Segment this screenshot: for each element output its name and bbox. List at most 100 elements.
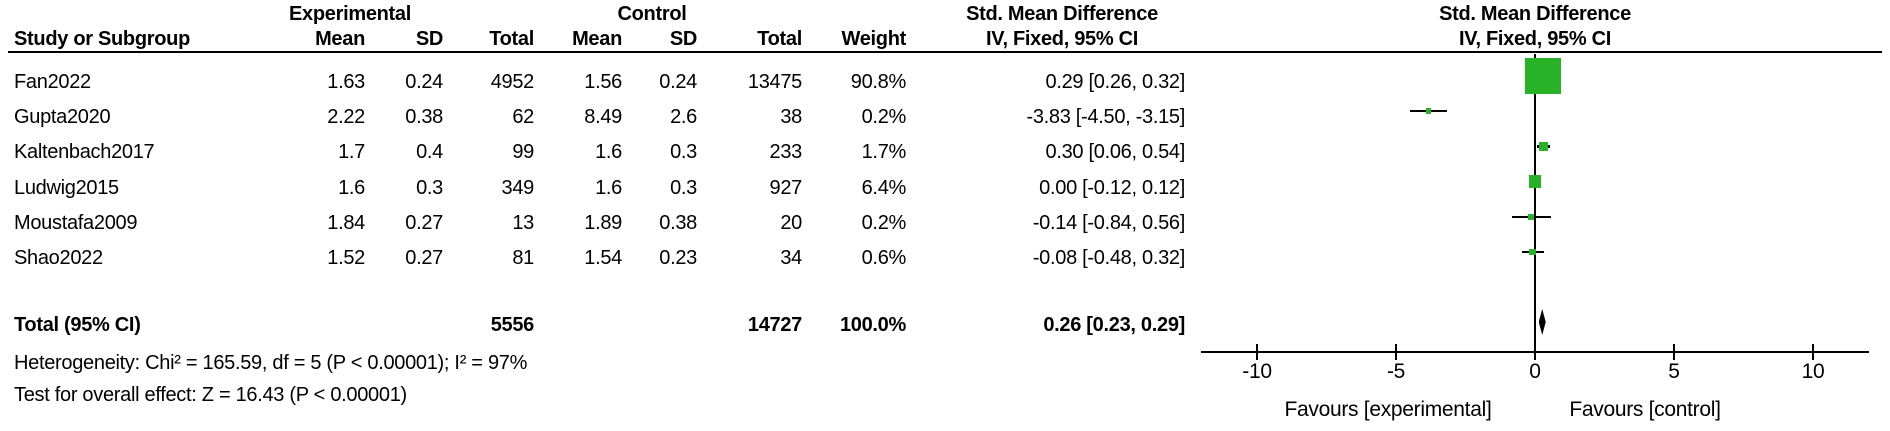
table-row-ludwig2015: Ludwig2015 1.6 0.3 349 1.6 0.3 927 6.4% … — [0, 175, 1890, 201]
col-header-total-exp: Total — [489, 28, 534, 50]
total-label: Total (95% CI) — [14, 314, 141, 336]
smd-marker-fan2022 — [1524, 57, 1562, 95]
study-label: Ludwig2015 — [14, 177, 119, 199]
mean-ctrl-value: 1.56 — [584, 71, 622, 93]
ci-text: 0.29 [0.26, 0.32] — [1045, 71, 1186, 93]
mean-ctrl-value: 8.49 — [584, 106, 622, 128]
total-ctrl-value: 20 — [780, 212, 802, 234]
ci-text: -3.83 [-4.50, -3.15] — [1026, 106, 1185, 128]
x-tick-label--10: -10 — [1242, 360, 1272, 383]
group-header-control: Control — [617, 3, 687, 25]
table-row-fan2022: Fan2022 1.63 0.24 4952 1.56 0.24 13475 9… — [0, 69, 1890, 95]
ci-text: 0.30 [0.06, 0.54] — [1045, 141, 1186, 163]
sd-exp-value: 0.3 — [416, 177, 443, 199]
x-tick-5 — [1673, 344, 1675, 360]
total-weight: 100.0% — [839, 314, 906, 336]
sd-ctrl-value: 0.24 — [659, 71, 697, 93]
study-label: Gupta2020 — [14, 106, 111, 128]
study-label: Moustafa2009 — [14, 212, 138, 234]
col-header-mean-ctrl: Mean — [572, 28, 622, 50]
smd-marker-moustafa2009 — [1528, 214, 1534, 220]
sd-exp-value: 0.38 — [405, 106, 443, 128]
x-tick-label-5: 5 — [1668, 360, 1680, 383]
ci-text: -0.14 [-0.84, 0.56] — [1032, 212, 1185, 234]
total-ci-text: 0.26 [0.23, 0.29] — [1043, 314, 1185, 336]
total-ctrl-value: 233 — [769, 141, 803, 163]
total-diamond — [1538, 309, 1546, 335]
x-tick-label--5: -5 — [1386, 360, 1406, 383]
col-header-sd-ctrl: SD — [669, 28, 697, 50]
ci-text: -0.08 [-0.48, 0.32] — [1032, 247, 1185, 269]
x-tick--10 — [1256, 344, 1258, 360]
mean-exp-value: 1.84 — [327, 212, 365, 234]
group-header-experimental: Experimental — [288, 3, 412, 25]
favours-experimental-label: Favours [experimental] — [1284, 398, 1492, 421]
col-header-study: Study or Subgroup — [14, 28, 190, 50]
x-tick--5 — [1395, 344, 1397, 360]
total-ctrl-value: 34 — [780, 247, 802, 269]
header-underline — [8, 51, 1882, 53]
table-row-gupta2020: Gupta2020 2.22 0.38 62 8.49 2.6 38 0.2% … — [0, 104, 1890, 130]
x-tick-label-10: 10 — [1801, 360, 1825, 383]
total-exp-value: 349 — [501, 177, 535, 199]
table-row-moustafa2009: Moustafa2009 1.84 0.27 13 1.89 0.38 20 0… — [0, 210, 1890, 236]
study-label: Fan2022 — [14, 71, 91, 93]
weight-value: 6.4% — [861, 177, 907, 199]
x-tick-0 — [1534, 344, 1536, 360]
mean-exp-value: 1.6 — [338, 177, 365, 199]
col-header-total-ctrl: Total — [757, 28, 802, 50]
total-exp-value: 62 — [512, 106, 534, 128]
group-header-smd-plot: Std. Mean Difference — [1439, 3, 1631, 25]
study-label: Shao2022 — [14, 247, 103, 269]
weight-value: 90.8% — [850, 71, 907, 93]
sd-ctrl-value: 0.23 — [659, 247, 697, 269]
col-header-mean-exp: Mean — [315, 28, 365, 50]
mean-ctrl-value: 1.54 — [584, 247, 622, 269]
mean-exp-value: 2.22 — [327, 106, 365, 128]
col-header-ci-table: IV, Fixed, 95% CI — [985, 28, 1139, 50]
mean-exp-value: 1.7 — [338, 141, 365, 163]
sd-ctrl-value: 2.6 — [670, 106, 697, 128]
table-row-kaltenbach2017: Kaltenbach2017 1.7 0.4 99 1.6 0.3 233 1.… — [0, 139, 1890, 165]
total-ctrl-value: 927 — [769, 177, 803, 199]
smd-marker-kaltenbach2017 — [1539, 142, 1548, 151]
mean-ctrl-value: 1.89 — [584, 212, 622, 234]
sd-exp-value: 0.4 — [416, 141, 443, 163]
total-ctrl-value: 38 — [780, 106, 802, 128]
smd-marker-shao2022 — [1529, 248, 1537, 256]
sd-ctrl-value: 0.38 — [659, 212, 697, 234]
x-tick-label-0: 0 — [1529, 360, 1541, 383]
weight-value: 1.7% — [861, 141, 907, 163]
group-header-smd-table: Std. Mean Difference — [966, 3, 1158, 25]
heterogeneity-note: Heterogeneity: Chi² = 165.59, df = 5 (P … — [14, 352, 528, 374]
mean-exp-value: 1.63 — [327, 71, 365, 93]
total-exp-value: 13 — [512, 212, 534, 234]
total-row: Total (95% CI) 5556 14727 100.0% 0.26 [0… — [0, 312, 1890, 338]
mean-ctrl-value: 1.6 — [595, 177, 622, 199]
total-ctrl-value: 13475 — [747, 71, 802, 93]
favours-control-label: Favours [control] — [1569, 398, 1721, 421]
weight-value: 0.6% — [861, 247, 907, 269]
weight-value: 0.2% — [861, 106, 907, 128]
ci-text: 0.00 [-0.12, 0.12] — [1039, 177, 1185, 199]
sd-exp-value: 0.27 — [405, 212, 443, 234]
overall-effect-note: Test for overall effect: Z = 16.43 (P < … — [14, 384, 407, 406]
study-label: Kaltenbach2017 — [14, 141, 155, 163]
weight-value: 0.2% — [861, 212, 907, 234]
column-header-row: Study or Subgroup Mean SD Total Mean SD … — [0, 26, 1890, 52]
plot-zero-line — [1534, 54, 1536, 352]
sd-ctrl-value: 0.3 — [670, 141, 697, 163]
total-ctrl-sum: 14727 — [747, 314, 802, 336]
total-exp-sum: 5556 — [490, 314, 535, 336]
smd-marker-ludwig2015 — [1528, 175, 1542, 188]
x-tick-10 — [1812, 344, 1814, 360]
total-exp-value: 81 — [512, 247, 534, 269]
sd-exp-value: 0.27 — [405, 247, 443, 269]
mean-ctrl-value: 1.6 — [595, 141, 622, 163]
table-row-shao2022: Shao2022 1.52 0.27 81 1.54 0.23 34 0.6% … — [0, 245, 1890, 271]
col-header-weight: Weight — [841, 28, 907, 50]
total-exp-value: 99 — [512, 141, 534, 163]
smd-marker-gupta2020 — [1425, 108, 1432, 114]
